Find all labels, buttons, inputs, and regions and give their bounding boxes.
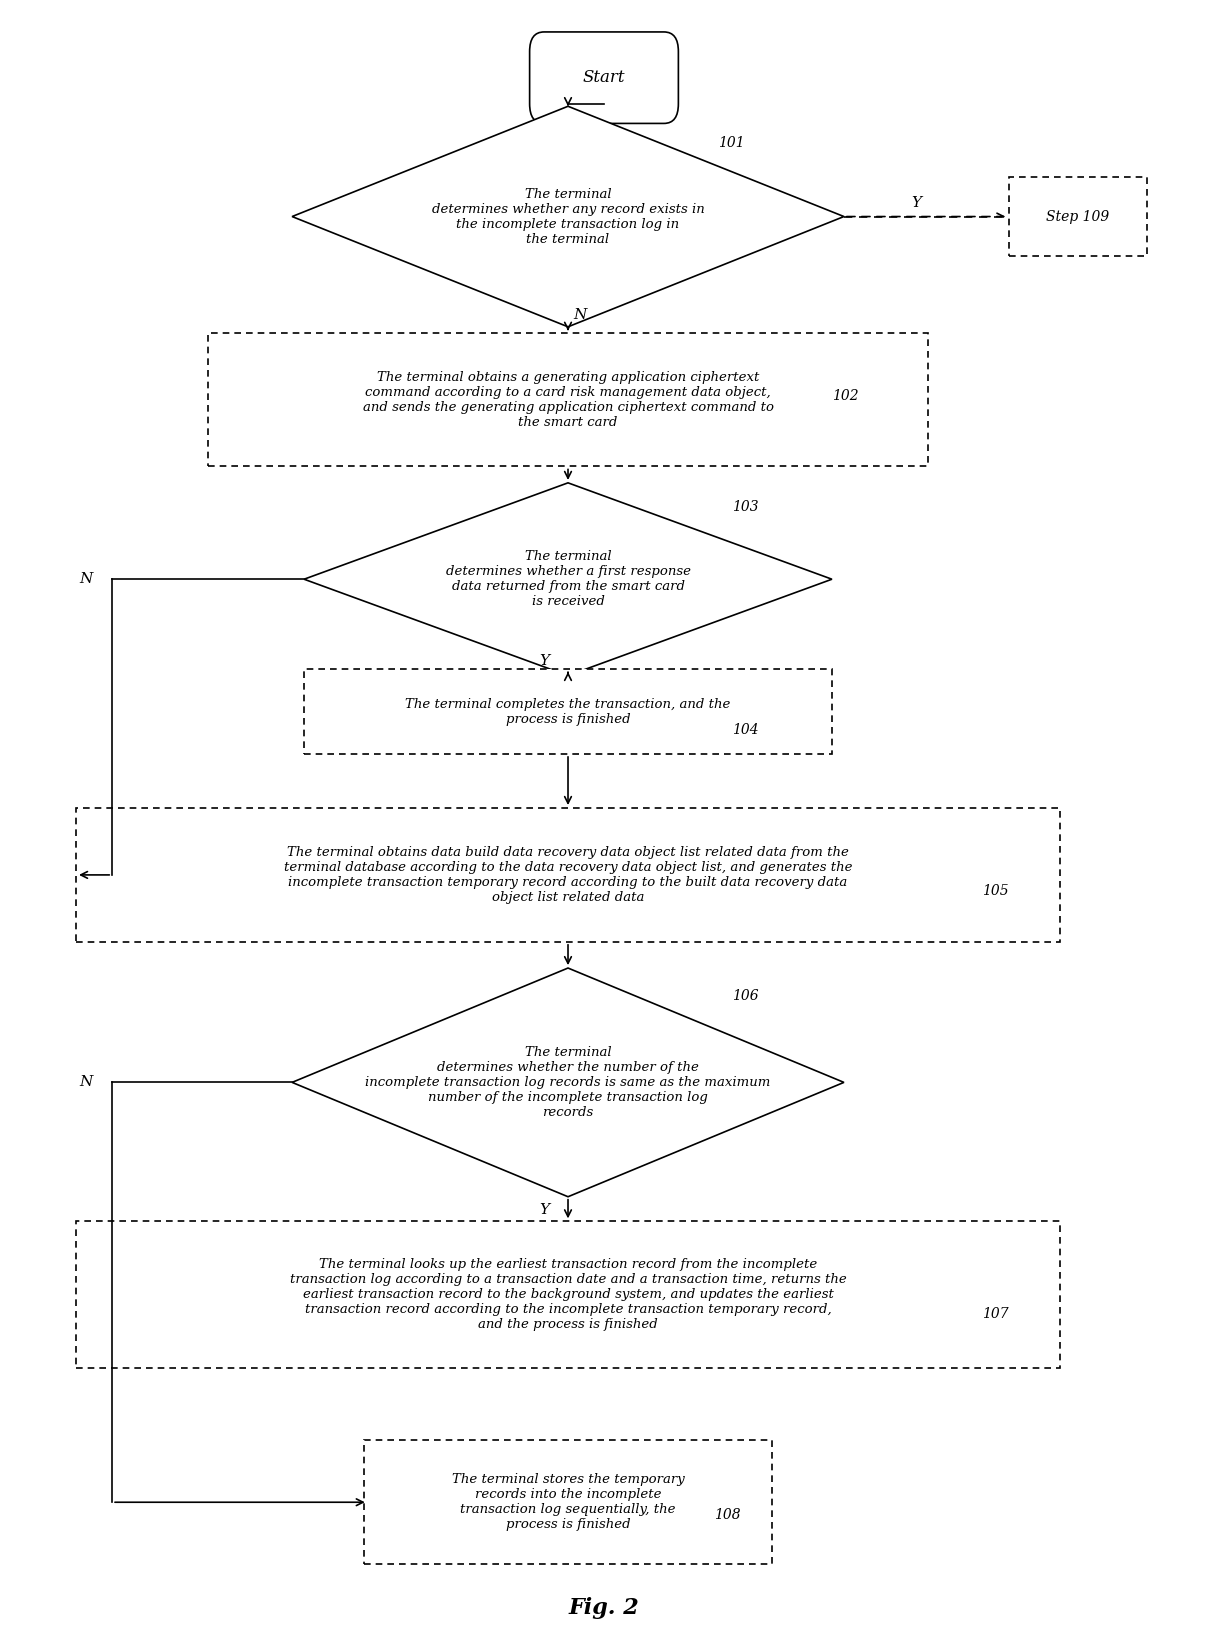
Text: 104: 104 bbox=[732, 722, 759, 737]
Text: The terminal
determines whether the number of the
incomplete transaction log rec: The terminal determines whether the numb… bbox=[365, 1046, 771, 1118]
Text: N: N bbox=[79, 571, 93, 586]
Text: The terminal obtains a generating application ciphertext
command according to a : The terminal obtains a generating applic… bbox=[362, 371, 773, 429]
Text: The terminal
determines whether any record exists in
the incomplete transaction : The terminal determines whether any reco… bbox=[431, 187, 704, 246]
Text: 101: 101 bbox=[718, 136, 744, 149]
Text: 108: 108 bbox=[714, 1509, 741, 1522]
Bar bbox=[1009, 177, 1146, 256]
Text: The terminal
determines whether a first response
data returned from the smart ca: The terminal determines whether a first … bbox=[446, 550, 691, 608]
Text: The terminal looks up the earliest transaction record from the incomplete
transa: The terminal looks up the earliest trans… bbox=[290, 1258, 847, 1332]
Text: N: N bbox=[574, 307, 587, 322]
Text: Y: Y bbox=[539, 1204, 550, 1217]
Bar bbox=[208, 333, 928, 466]
FancyBboxPatch shape bbox=[529, 31, 679, 123]
Bar bbox=[304, 668, 832, 754]
Text: 105: 105 bbox=[982, 885, 1009, 898]
Text: 102: 102 bbox=[832, 389, 859, 404]
Bar bbox=[76, 1222, 1059, 1368]
Text: Fig. 2: Fig. 2 bbox=[569, 1598, 639, 1619]
Polygon shape bbox=[292, 107, 844, 327]
Text: Step 109: Step 109 bbox=[1046, 210, 1109, 223]
Text: The terminal stores the temporary
records into the incomplete
transaction log se: The terminal stores the temporary record… bbox=[452, 1473, 685, 1532]
Text: The terminal obtains data build data recovery data object list related data from: The terminal obtains data build data rec… bbox=[284, 846, 853, 903]
Text: Start: Start bbox=[582, 69, 626, 85]
Bar bbox=[364, 1440, 772, 1565]
Text: The terminal completes the transaction, and the
process is finished: The terminal completes the transaction, … bbox=[406, 698, 731, 726]
Text: Y: Y bbox=[911, 197, 920, 210]
Polygon shape bbox=[292, 969, 844, 1197]
Text: N: N bbox=[79, 1076, 93, 1089]
Text: 103: 103 bbox=[732, 501, 759, 514]
Text: 106: 106 bbox=[732, 988, 759, 1003]
Bar bbox=[76, 808, 1059, 943]
Text: 107: 107 bbox=[982, 1307, 1009, 1322]
Text: Y: Y bbox=[539, 654, 550, 668]
Polygon shape bbox=[304, 483, 832, 675]
